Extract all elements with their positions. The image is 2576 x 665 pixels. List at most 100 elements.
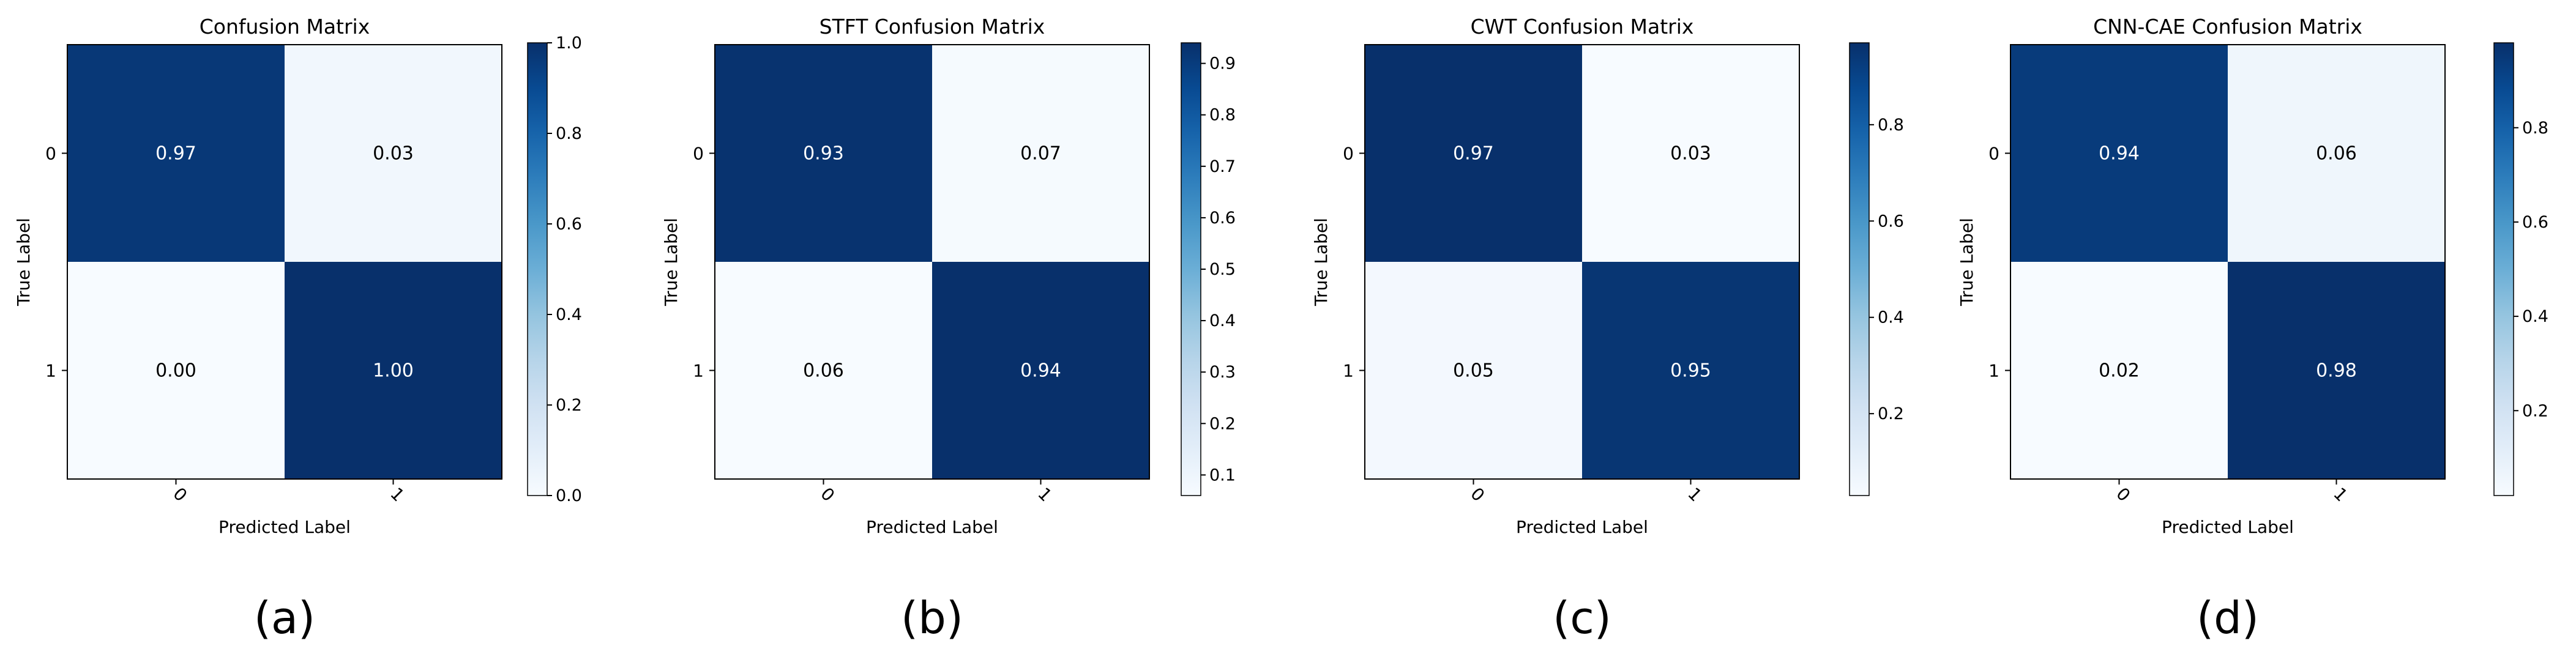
axes-frame	[714, 44, 1150, 480]
heatmap-cell	[2228, 262, 2445, 479]
colorbar	[527, 42, 548, 496]
y-tick-label: 1	[693, 361, 704, 381]
x-axis-label: Predicted Label	[2162, 517, 2294, 537]
axes-frame	[1364, 44, 1800, 480]
y-axis-label: True Label	[1311, 218, 1331, 306]
heatmap-cell	[932, 262, 1149, 479]
x-tick-label: 1	[1034, 483, 1056, 505]
cell-value-label: 1.00	[373, 360, 414, 382]
colorbar	[1849, 42, 1870, 496]
x-tick-label: 0	[2112, 483, 2134, 505]
colorbar-tick-label: 0.8	[1878, 116, 1904, 135]
colorbar-tick-label: 0.2	[1209, 414, 1236, 433]
x-axis-label: Predicted Label	[866, 517, 998, 537]
colorbar-tick-label: 0.1	[1209, 466, 1236, 485]
confusion-matrix-panel-d: CNN-CAE Confusion Matrix 0.94 0.06 0.02 0.98…	[1957, 15, 2548, 644]
heatmap-cell	[715, 262, 932, 479]
cell-value-label: 0.03	[373, 143, 414, 165]
heatmap-cell	[67, 45, 285, 262]
colorbar-tick-label: 0.9	[1209, 54, 1236, 73]
y-tick-label: 1	[1988, 361, 1999, 381]
colorbar-tick-label: 0.4	[1209, 311, 1236, 330]
axes-frame	[67, 44, 502, 480]
colorbar-tick-label: 0.2	[556, 396, 582, 415]
panel-caption: (b)	[901, 592, 963, 644]
colorbar-tick-label: 0.6	[2522, 213, 2548, 232]
y-axis-label: True Label	[1957, 218, 1977, 306]
colorbar	[2493, 42, 2514, 496]
cell-value-label: 0.97	[1453, 143, 1494, 165]
heatmap-cell	[285, 262, 502, 479]
confusion-matrix-panel-c: CWT Confusion Matrix 0.97 0.03 0.05 0.95 0 1 0 1…	[1311, 15, 1904, 644]
cell-value-label: 0.02	[2099, 360, 2140, 382]
confusion-matrix-panel-a: Confusion Matrix 0.97 0.03 0.00 1.00 0 1 0 1 Pred…	[13, 15, 582, 644]
heatmap-cell	[1365, 262, 1582, 479]
colorbar-tick-label: 0.2	[1878, 404, 1904, 423]
colorbar-tick-label: 0.4	[1878, 308, 1904, 327]
colorbar-tick-label: 1.0	[556, 34, 582, 53]
colorbar-tick-label: 0.8	[1209, 106, 1236, 125]
x-tick-label: 0	[1466, 483, 1488, 505]
chart-title: CNN-CAE Confusion Matrix	[2093, 15, 2362, 39]
cell-value-label: 0.97	[155, 143, 196, 165]
colorbar-tick-label: 0.7	[1209, 157, 1236, 176]
x-axis-label: Predicted Label	[218, 517, 351, 537]
y-tick-label: 0	[693, 144, 704, 164]
axes-frame	[2010, 44, 2446, 480]
colorbar	[1181, 42, 1201, 496]
colorbar-tick-label: 0.4	[556, 305, 582, 324]
colorbar-tick-label: 0.6	[556, 215, 582, 234]
cell-value-label: 0.94	[1020, 360, 1061, 382]
confusion-matrix-panel-b: STFT Confusion Matrix 0.93 0.07 0.06 0.94 0 1 0…	[661, 15, 1236, 644]
heatmap-cell	[1582, 262, 1799, 479]
x-tick-label: 1	[2329, 483, 2351, 505]
panel-caption: (a)	[254, 592, 315, 644]
heatmap-cell	[285, 45, 502, 262]
colorbar-tick-label: 0.0	[556, 486, 582, 505]
panel-caption: (c)	[1553, 592, 1611, 644]
y-axis-label: True Label	[13, 218, 34, 306]
heatmap-cell	[715, 45, 932, 262]
heatmap-cell	[2228, 45, 2445, 262]
x-tick-label: 0	[169, 483, 191, 505]
colorbar-tick-label: 0.8	[2522, 119, 2548, 138]
cell-value-label: 0.07	[1020, 143, 1061, 165]
y-tick-label: 1	[45, 361, 56, 381]
colorbar-tick-label: 0.4	[2522, 307, 2548, 326]
y-tick-label: 0	[1343, 144, 1354, 164]
y-axis-label: True Label	[661, 218, 681, 306]
colorbar-tick-label: 0.2	[2522, 401, 2548, 420]
y-tick-label: 0	[45, 144, 56, 164]
y-tick-label: 1	[1343, 361, 1354, 381]
colorbar-tick-label: 0.6	[1209, 209, 1236, 228]
cell-value-label: 0.93	[803, 143, 844, 165]
panel-caption: (d)	[2197, 592, 2259, 644]
cell-value-label: 0.00	[155, 360, 196, 382]
heatmap-cell	[2010, 45, 2228, 262]
y-tick-label: 0	[1988, 144, 1999, 164]
colorbar-tick-label: 0.3	[1209, 363, 1236, 382]
x-tick-label: 1	[386, 483, 408, 505]
cell-value-label: 0.95	[1670, 360, 1711, 382]
cell-value-label: 0.03	[1670, 143, 1711, 165]
heatmap-cell	[1582, 45, 1799, 262]
chart-title: Confusion Matrix	[200, 15, 370, 39]
heatmap-cell	[1365, 45, 1582, 262]
cell-value-label: 0.98	[2316, 360, 2357, 382]
colorbar-tick-label: 0.6	[1878, 212, 1904, 231]
x-tick-label: 0	[816, 483, 838, 505]
x-tick-label: 1	[1684, 483, 1706, 505]
colorbar-tick-label: 0.8	[556, 124, 582, 143]
heatmap-cell	[2010, 262, 2228, 479]
cell-value-label: 0.06	[803, 360, 844, 382]
cell-value-label: 0.05	[1453, 360, 1494, 382]
chart-title: CWT Confusion Matrix	[1471, 15, 1694, 39]
heatmap-cell	[67, 262, 285, 479]
x-axis-label: Predicted Label	[1516, 517, 1648, 537]
chart-title: STFT Confusion Matrix	[819, 15, 1045, 39]
heatmap-cell	[932, 45, 1149, 262]
cell-value-label: 0.94	[2099, 143, 2140, 165]
cell-value-label: 0.06	[2316, 143, 2357, 165]
colorbar-tick-label: 0.5	[1209, 260, 1236, 279]
